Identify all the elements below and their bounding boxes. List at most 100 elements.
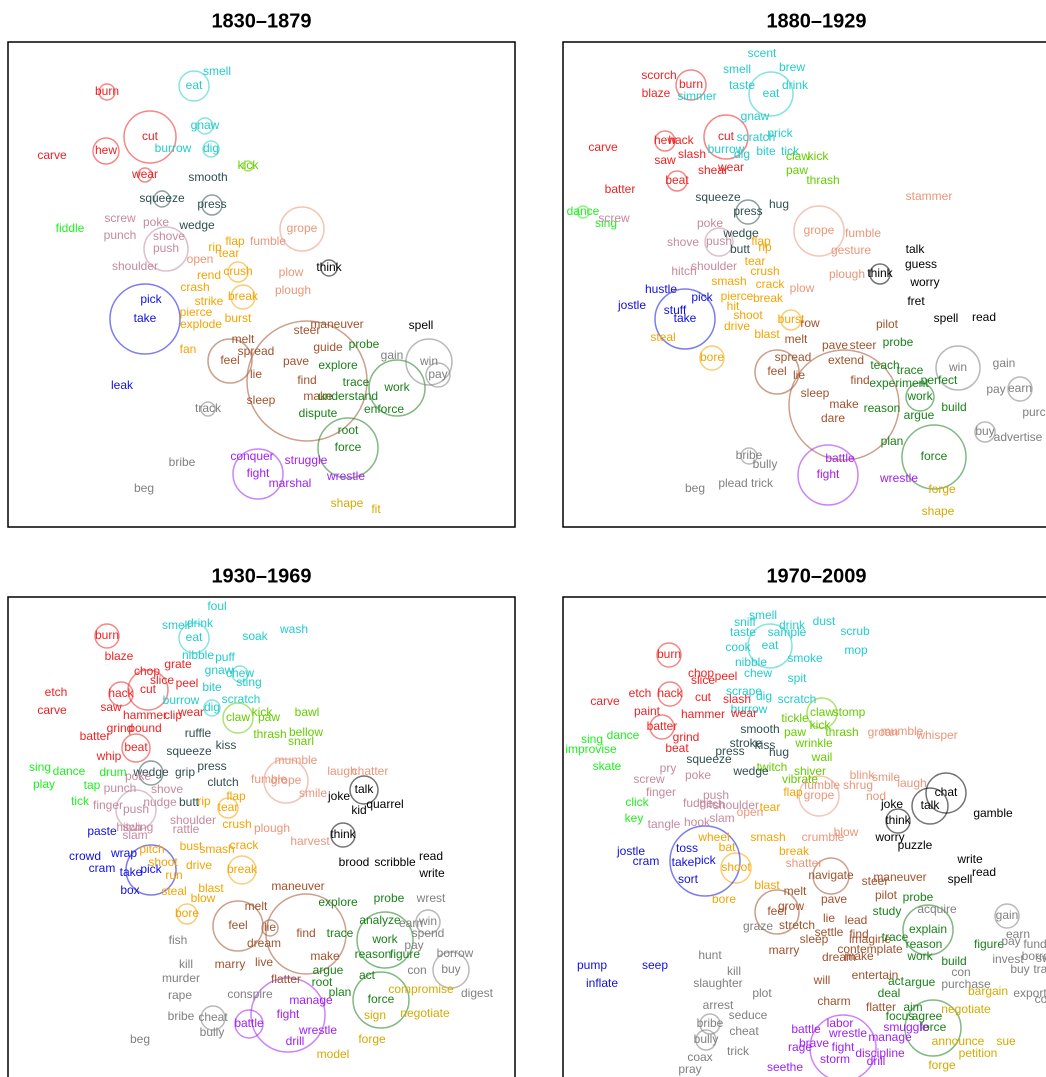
word-label: smoke <box>787 651 823 665</box>
word-label: inflate <box>586 976 618 990</box>
word-label: prick <box>767 126 793 140</box>
word-label: labor <box>827 1016 854 1030</box>
word-label: drink <box>782 78 809 92</box>
word-label: force <box>368 992 395 1006</box>
word-label: think <box>867 266 893 280</box>
word-label: brave <box>799 1036 829 1050</box>
word-label: tear <box>219 246 240 260</box>
word-label: take <box>120 865 143 879</box>
word-label: fan <box>180 342 197 356</box>
cluster-circle <box>669 825 741 897</box>
word-label: leak <box>111 378 134 392</box>
word-label: pick <box>694 853 716 867</box>
word-label: bribe <box>168 1009 195 1023</box>
word-label: borrow <box>437 946 474 960</box>
cluster-circle <box>109 283 181 355</box>
word-label: smell <box>162 618 190 632</box>
cluster-circle <box>320 259 338 277</box>
word-label: blast <box>754 878 780 892</box>
word-label: sniff <box>734 615 756 629</box>
word-label: crack <box>230 838 260 852</box>
word-label: jostle <box>617 298 646 312</box>
word-label: maneuver <box>873 870 926 884</box>
word-label: blaze <box>642 86 671 100</box>
word-label: kid <box>351 803 366 817</box>
cluster-circle <box>798 775 840 817</box>
word-label: sing <box>581 732 603 746</box>
word-label: blaze <box>105 649 134 663</box>
word-label: shiver <box>794 764 826 778</box>
word-label: dig <box>203 141 219 155</box>
word-label: perfect <box>921 373 958 387</box>
word-label: batter <box>647 719 678 733</box>
word-label: petition <box>959 1046 998 1060</box>
panel-title: 1930–1969 <box>211 565 311 587</box>
word-label: feel <box>767 904 786 918</box>
word-label: dig <box>756 689 772 703</box>
word-label: slaughter <box>693 976 742 990</box>
word-label: pierce <box>180 305 213 319</box>
word-label: dream <box>247 936 281 950</box>
word-label: probe <box>349 337 380 351</box>
word-label: spread <box>238 344 275 358</box>
word-label: hew <box>95 143 117 157</box>
word-label: dust <box>813 614 836 628</box>
circles <box>92 70 453 500</box>
word-label: rape <box>168 988 192 1002</box>
word-label: peel <box>176 676 199 690</box>
word-label: smash <box>711 274 746 288</box>
word-label: argue <box>905 975 936 989</box>
word-label: paw <box>784 725 806 739</box>
cluster-circle <box>217 797 239 819</box>
word-label: punch <box>104 228 137 242</box>
word-label: click <box>625 795 649 809</box>
cluster-circle <box>432 951 470 989</box>
word-label: screw <box>104 211 136 225</box>
word-label: open <box>187 252 214 266</box>
word-label: whisper <box>915 728 957 742</box>
word-label: focus <box>886 1009 915 1023</box>
word-label: trace <box>897 363 924 377</box>
word-label: write <box>418 866 445 880</box>
word-label: figure <box>390 947 420 961</box>
word-label: soak <box>242 629 268 643</box>
word-label: saw <box>654 153 676 167</box>
cluster-circle <box>780 309 802 331</box>
word-label: find <box>849 927 868 941</box>
word-label: spread <box>775 350 812 364</box>
word-label: burst <box>225 311 252 325</box>
word-label: cut <box>718 129 735 143</box>
word-label: butt <box>730 242 751 256</box>
word-label: crowd <box>69 849 101 863</box>
word-label: eat <box>763 86 780 100</box>
word-label: gain <box>996 908 1019 922</box>
cluster-circle <box>703 114 749 160</box>
word-label: wail <box>811 750 833 764</box>
word-label: smuggle <box>883 1020 929 1034</box>
word-label: navigate <box>808 868 854 882</box>
word-label: lie <box>250 367 262 381</box>
word-label: teach <box>870 358 899 372</box>
word-label: peel <box>715 669 738 683</box>
word-label: paste <box>87 824 117 838</box>
cluster-circle <box>654 288 716 350</box>
word-label: feel <box>228 918 247 932</box>
word-label: track <box>195 401 222 415</box>
word-label: slice <box>150 673 174 687</box>
word-label: hack <box>668 133 694 147</box>
word-label: crush <box>222 817 251 831</box>
word-label: grind <box>107 721 134 735</box>
word-label: slam <box>122 828 147 842</box>
word-label: nod <box>866 789 886 803</box>
word-label: pay <box>428 367 447 381</box>
word-label: tick <box>71 794 90 808</box>
word-label: dig <box>204 700 220 714</box>
word-label: carve <box>590 694 620 708</box>
word-label: write <box>956 852 983 866</box>
word-label: drink <box>779 618 806 632</box>
cluster-circle <box>246 320 368 442</box>
word-label: bust <box>180 839 203 853</box>
word-label: maneuver <box>271 879 324 893</box>
word-label: pilot <box>875 888 898 902</box>
